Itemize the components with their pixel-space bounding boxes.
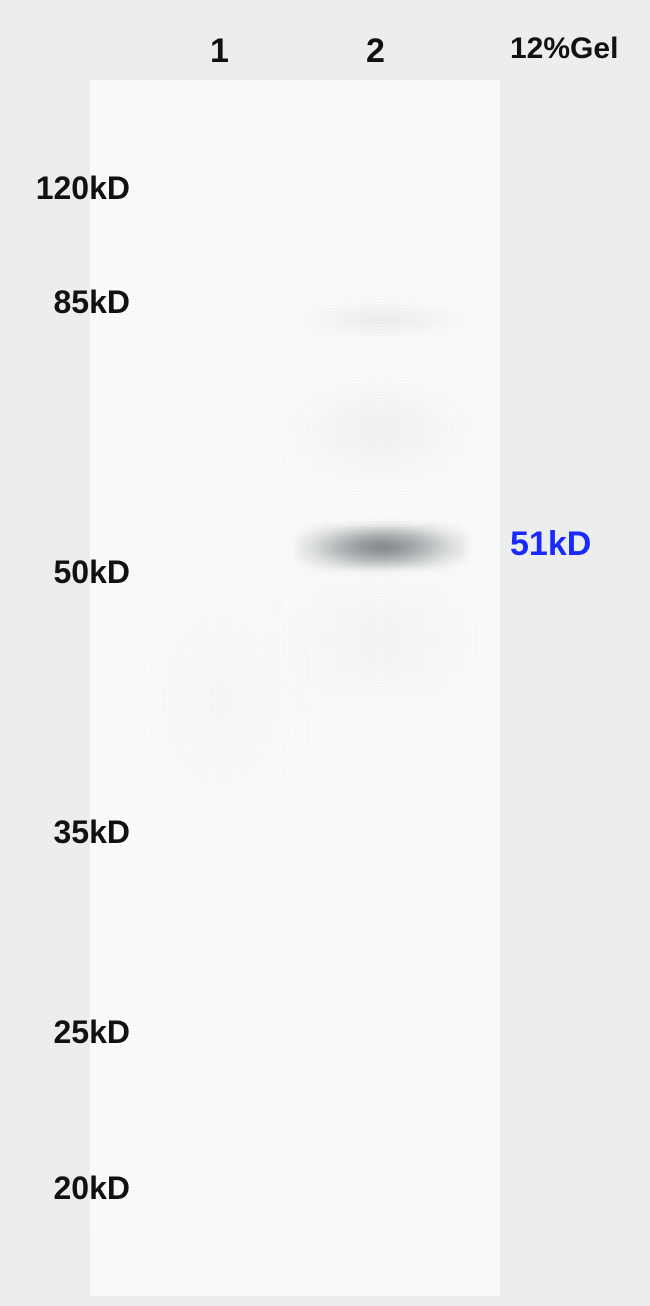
blot-membrane-region xyxy=(90,80,500,1296)
mw-marker-25kd: 25kD xyxy=(54,1014,131,1051)
lane-label-1: 1 xyxy=(210,32,229,71)
lane-label-2: 2 xyxy=(366,32,385,71)
band-size-callout: 51kD xyxy=(510,525,591,564)
mw-marker-35kd: 35kD xyxy=(54,814,131,851)
mw-marker-85kd: 85kD xyxy=(54,284,131,321)
mw-marker-50kd: 50kD xyxy=(54,554,131,591)
western-blot-figure: 1 2 12%Gel 120kD 85kD 50kD 35kD 25kD 20k… xyxy=(0,0,650,1306)
blot-noise-texture xyxy=(90,80,500,1296)
mw-marker-120kd: 120kD xyxy=(36,170,130,207)
gel-percentage-label: 12%Gel xyxy=(510,32,618,66)
mw-marker-20kd: 20kD xyxy=(54,1170,131,1207)
